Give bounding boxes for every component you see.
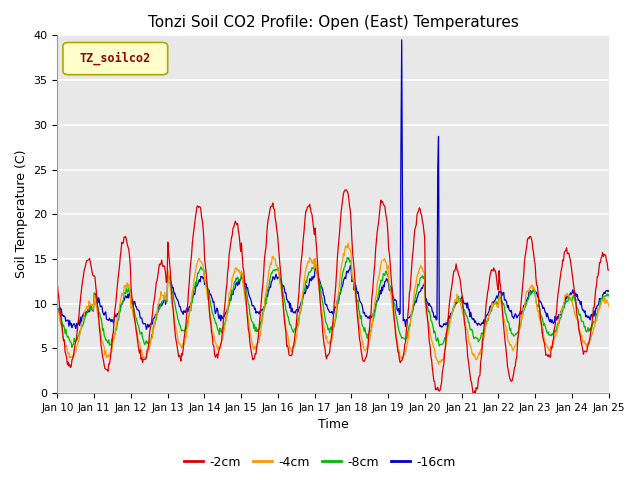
-16cm [605, 288, 612, 294]
-4cm [54, 308, 61, 313]
-16cm [54, 306, 61, 312]
-2cm [63, 361, 71, 367]
-16cm [402, 324, 410, 329]
-2cm [342, 187, 350, 192]
-4cm [176, 342, 184, 348]
-4cm [401, 351, 408, 357]
-8cm [121, 289, 129, 295]
-2cm [417, 211, 425, 216]
-16cm [206, 292, 214, 298]
-4cm [344, 240, 352, 246]
-8cm [418, 274, 426, 280]
Text: TZ_soilco2: TZ_soilco2 [79, 52, 151, 65]
-2cm [401, 342, 408, 348]
-2cm [605, 267, 612, 273]
-8cm [54, 308, 61, 314]
-2cm [472, 391, 479, 397]
-4cm [605, 303, 612, 309]
-16cm [120, 298, 128, 303]
Line: -16cm: -16cm [58, 40, 609, 329]
Legend: -2cm, -4cm, -8cm, -16cm: -2cm, -4cm, -8cm, -16cm [179, 451, 461, 474]
-2cm [54, 282, 61, 288]
-8cm [177, 326, 185, 332]
Line: -8cm: -8cm [58, 258, 609, 348]
-4cm [205, 307, 213, 312]
-4cm [63, 349, 71, 355]
Title: Tonzi Soil CO2 Profile: Open (East) Temperatures: Tonzi Soil CO2 Profile: Open (East) Temp… [148, 15, 518, 30]
-16cm [143, 326, 150, 332]
-8cm [605, 291, 612, 297]
-16cm [177, 307, 185, 313]
-8cm [68, 345, 76, 350]
Line: -4cm: -4cm [58, 243, 609, 364]
-4cm [417, 263, 425, 268]
-8cm [63, 334, 71, 340]
-16cm [398, 37, 406, 43]
-2cm [205, 306, 213, 312]
-4cm [120, 284, 128, 289]
-2cm [120, 234, 128, 240]
X-axis label: Time: Time [317, 419, 348, 432]
Line: -2cm: -2cm [58, 190, 609, 394]
FancyBboxPatch shape [63, 43, 168, 75]
-16cm [63, 317, 71, 323]
-16cm [418, 285, 426, 290]
-4cm [435, 361, 442, 367]
-8cm [344, 255, 351, 261]
-8cm [206, 297, 214, 302]
Y-axis label: Soil Temperature (C): Soil Temperature (C) [15, 150, 28, 278]
-8cm [402, 337, 410, 343]
-2cm [176, 354, 184, 360]
